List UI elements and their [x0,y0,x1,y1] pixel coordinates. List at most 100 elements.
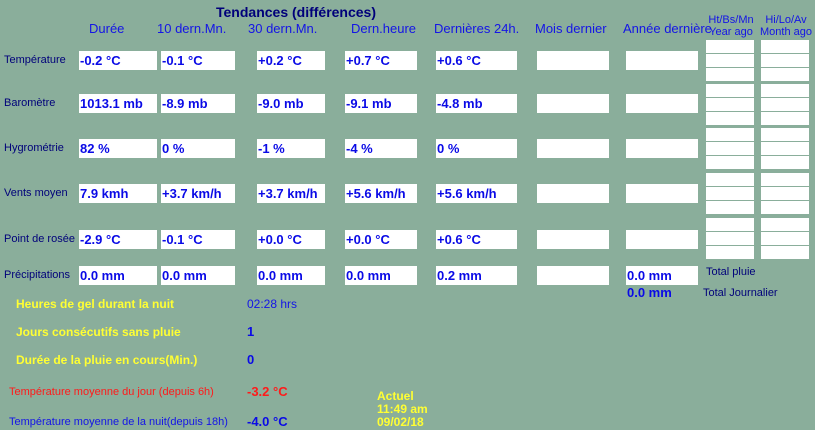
value-rosee-4: +0.6 °C [436,230,517,249]
value-precipitations-4: 0.2 mm [436,266,517,285]
value-precipitations-0: 0.0 mm [79,266,157,285]
page-title: Tendances (différences) [216,4,377,20]
temp-nuit-label: Température moyenne de la nuit(depuis 18… [9,416,228,428]
sans-pluie-value: 1 [247,324,255,339]
year-ago-cell [706,40,754,53]
value-temperature-4: +0.6 °C [436,51,517,70]
value-rosee-1: -0.1 °C [161,230,235,249]
row-label-temperature: Température [4,54,66,66]
year-ago-cell [706,246,754,259]
value-precipitations-3: 0.0 mm [345,266,417,285]
col-header-10mn: 10 dern.Mn. [157,21,227,36]
value-hygrometrie-5 [537,139,609,158]
col-header-duree: Durée [89,21,125,36]
value-vents-3: +5.6 km/h [345,184,417,203]
value-temperature-5 [537,51,609,70]
value-barometre-5 [537,94,609,113]
value-barometre-2: -9.0 mb [257,94,325,113]
temp-jour-value: -3.2 °C [247,384,288,399]
total-journalier-value: 0.0 mm [627,285,672,300]
year-ago-cell [706,68,754,81]
month-ago-cell [761,112,809,125]
value-vents-1: +3.7 km/h [161,184,235,203]
value-hygrometrie-4: 0 % [436,139,517,158]
duree-pluie-value: 0 [247,352,255,367]
month-ago-cell [761,187,809,200]
row-label-barometre: Baromètre [4,97,56,109]
year-ago-cell [706,187,754,200]
total-journalier-label: Total Journalier [703,287,778,299]
value-vents-2: +3.7 km/h [257,184,325,203]
month-ago-cell [761,201,809,214]
value-temperature-2: +0.2 °C [257,51,325,70]
temp-jour-label: Température moyenne du jour (depuis 6h) [9,386,214,398]
year-ago-cell [706,54,754,67]
col-header-24h: Dernières 24h. [434,21,520,36]
row-label-precipitations: Précipitations [4,269,71,281]
total-pluie-label: Total pluie [706,266,756,278]
value-vents-5 [537,184,609,203]
col-header-annee: Année dernière [623,21,712,36]
value-temperature-0: -0.2 °C [79,51,157,70]
value-rosee-0: -2.9 °C [79,230,157,249]
year-ago-cell [706,218,754,231]
sans-pluie-label: Jours consécutifs sans pluie [16,325,181,339]
value-temperature-6 [626,51,698,70]
month-ago-cell [761,173,809,186]
value-vents-0: 7.9 kmh [79,184,157,203]
value-precipitations-6: 0.0 mm [626,266,698,285]
value-vents-6 [626,184,698,203]
year-ago-cell [706,128,754,141]
month-ago-cell [761,128,809,141]
value-temperature-3: +0.7 °C [345,51,417,70]
col-header-mois: Mois dernier [535,21,607,36]
month-ago-cell [761,142,809,155]
year-ago-cell [706,173,754,186]
value-precipitations-2: 0.0 mm [257,266,325,285]
year-ago-header: Ht/Bs/Mn Year ago [708,14,754,38]
value-rosee-2: +0.0 °C [257,230,325,249]
gel-value: 02:28 hrs [247,297,298,311]
value-temperature-1: -0.1 °C [161,51,235,70]
month-ago-cell [761,98,809,111]
value-barometre-1: -8.9 mb [161,94,235,113]
year-ago-cell [706,232,754,245]
year-ago-cell [706,142,754,155]
value-barometre-4: -4.8 mb [436,94,517,113]
value-hygrometrie-3: -4 % [345,139,417,158]
actuel-date: 09/02/18 [377,415,424,429]
year-ago-cell [706,156,754,169]
gel-label: Heures de gel durant la nuit [16,297,175,311]
month-ago-cell [761,218,809,231]
row-label-vents: Vents moyen [4,187,68,199]
year-ago-cell [706,84,754,97]
value-precipitations-1: 0.0 mm [161,266,235,285]
actuel-time: 11:49 am [377,402,428,416]
month-ago-cell [761,84,809,97]
value-precipitations-5 [537,266,609,285]
value-barometre-0: 1013.1 mb [79,94,157,113]
year-ago-cell [706,98,754,111]
month-ago-cell [761,246,809,259]
value-vents-4: +5.6 km/h [436,184,517,203]
row-label-hygrometrie: Hygrométrie [4,142,64,154]
actuel-block: Actuel 11:49 am 09/02/18 [377,390,428,429]
value-rosee-5 [537,230,609,249]
col-header-30mn: 30 dern.Mn. [248,21,318,36]
value-hygrometrie-2: -1 % [257,139,325,158]
actuel-label: Actuel [377,389,414,403]
value-rosee-3: +0.0 °C [345,230,417,249]
value-hygrometrie-0: 82 % [79,139,157,158]
col-header-heure: Dern.heure [351,21,417,36]
value-hygrometrie-1: 0 % [161,139,235,158]
month-ago-cell [761,68,809,81]
month-ago-cell [761,232,809,245]
value-barometre-3: -9.1 mb [345,94,417,113]
month-ago-cell [761,156,809,169]
year-ago-cell [706,201,754,214]
month-ago-cell [761,40,809,53]
row-label-rosee: Point de rosée [4,233,75,245]
month-ago-header: Hi/Lo/Av Month ago [760,14,812,38]
value-rosee-6 [626,230,698,249]
value-barometre-6 [626,94,698,113]
